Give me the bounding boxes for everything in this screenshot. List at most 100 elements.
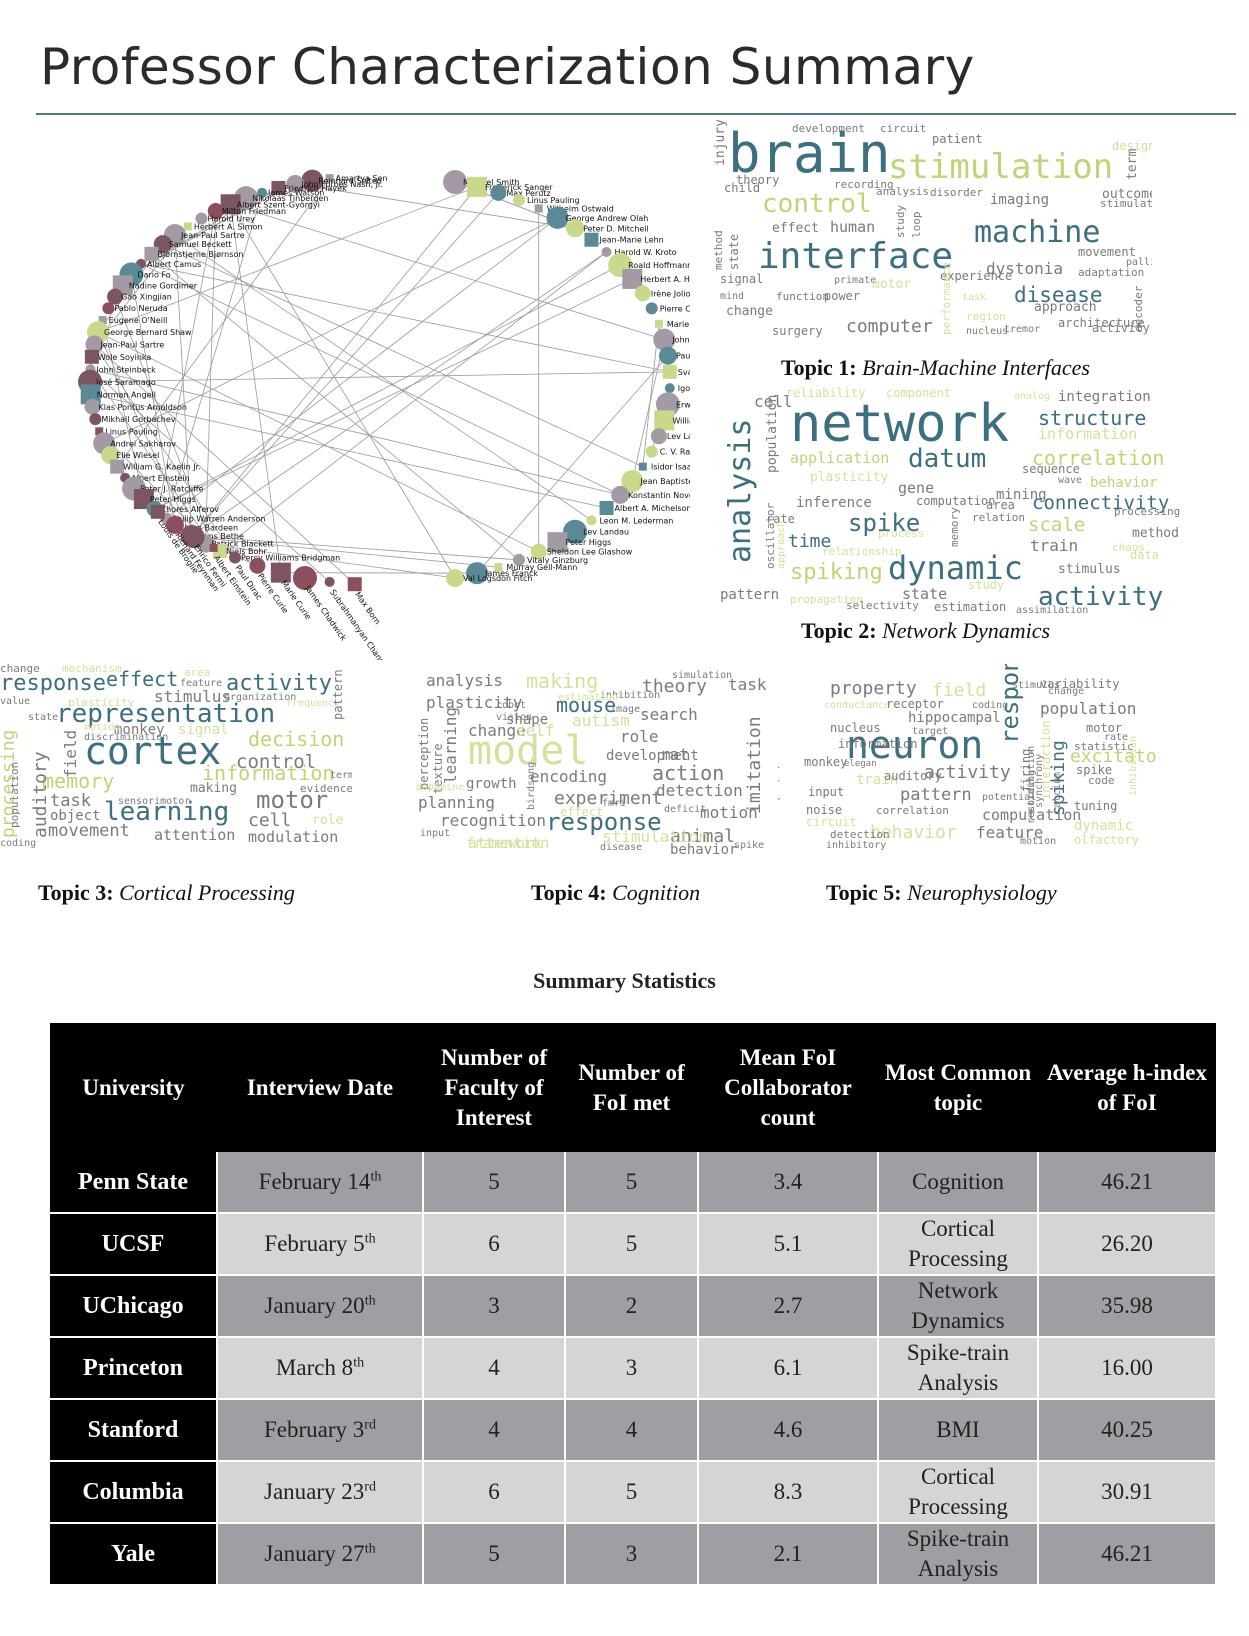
collab-cell: 2.7 (698, 1275, 879, 1338)
cloud-word: detection (830, 828, 890, 841)
cloud-word: network (790, 394, 1009, 454)
date-cell: January 27th (217, 1523, 424, 1586)
cloud-word: making (190, 781, 237, 796)
network-node (601, 247, 612, 258)
cloud-word: change (468, 721, 526, 740)
cloud-word: conductance (824, 700, 890, 711)
network-node (324, 576, 335, 587)
cloud-word: circuit (806, 815, 857, 829)
network-node (530, 543, 547, 560)
cloud-word: theory (736, 173, 779, 187)
table-row: Penn State February 14th 5 5 3.4 Cogniti… (50, 1152, 1217, 1214)
network-node-label: William Shockley (672, 416, 690, 425)
network-node-label: Albert A. Michelson (615, 504, 690, 513)
cloud-word: inhibition (1128, 736, 1139, 796)
cloud-word: child (724, 181, 760, 195)
network-edge (114, 296, 215, 549)
hindex-cell: 40.25 (1038, 1399, 1217, 1462)
cloud-word: signal (720, 272, 763, 286)
network-node-label: Frederick Sanger (485, 183, 553, 192)
cloud-word: recording (1026, 770, 1037, 824)
cloud-word: firing (1019, 749, 1033, 792)
network-edge (102, 319, 145, 500)
cloud-word: stimulator (1100, 197, 1152, 210)
cloud-word: code (1088, 774, 1115, 787)
network-node (249, 557, 266, 574)
network-node (89, 413, 102, 426)
cloud-word: performance (940, 262, 953, 335)
network-node (207, 203, 224, 220)
network-edge (205, 543, 456, 579)
network-edge (154, 278, 633, 510)
network-edge (165, 217, 558, 519)
cloud-word: chaos (1112, 541, 1145, 554)
university-cell: Stanford (50, 1399, 218, 1462)
network-node-label: Milton Friedman (222, 207, 286, 216)
topic3-caption: Topic 3: Cortical Processing (38, 880, 295, 905)
cloud-word: plasticity (426, 693, 523, 712)
network-edge (90, 371, 670, 383)
cloud-word: rate (766, 512, 795, 526)
collab-cell: 2.1 (698, 1523, 879, 1586)
column-header-foi-met: Number of FoI met (565, 1023, 698, 1152)
date-cell: February 14th (217, 1152, 424, 1214)
network-node-label: Lev Landau (583, 528, 629, 537)
topic-cell: Cognition (878, 1152, 1039, 1214)
cloud-word: response (546, 808, 662, 836)
network-edge (205, 211, 217, 544)
cloud-word: birdsong (526, 762, 537, 810)
network-node (101, 446, 120, 465)
network-node-label: Svante Arrhenius (678, 368, 690, 377)
network-edge (230, 203, 665, 340)
network-node-label: Norman Angell (97, 390, 156, 399)
cloud-word: population (1040, 699, 1136, 718)
network-node-label: George Bernard Shaw (104, 328, 192, 337)
cloud-word: process (878, 527, 924, 540)
cloud-word: connectivity (1032, 492, 1169, 514)
network-node-label: George Andrew Olah (565, 214, 648, 223)
cloud-word: evidence (300, 782, 352, 795)
cloud-word: stimulation (888, 147, 1113, 187)
cloud-word: discrimination (84, 732, 168, 743)
network-node (85, 335, 104, 354)
network-node (512, 553, 525, 566)
cloud-word: surgery (772, 324, 823, 338)
cloud-word: experiment (554, 788, 662, 809)
cloud-word: value (0, 696, 30, 707)
table-row: Columbia January 23rd 6 5 8.3 Cortical P… (50, 1461, 1217, 1524)
cloud-word: spike (848, 509, 920, 537)
network-node-label: Linus Pauling (527, 196, 580, 205)
network-node-label: Philip Warren Anderson (172, 514, 265, 523)
cloud-word: computation (916, 494, 995, 508)
topic-cell: Network Dynamics (878, 1275, 1039, 1338)
network-node-label: Peter Higgs (565, 538, 611, 547)
network-node (229, 551, 241, 564)
network-node-label: Amartya Sen (336, 174, 388, 183)
cloud-word: theory (642, 676, 707, 697)
cloud-word: approach (1034, 300, 1097, 315)
network-node (102, 302, 115, 315)
network-edge (174, 234, 592, 521)
network-node (95, 427, 104, 436)
network-edge (90, 369, 214, 549)
cloud-word: gene (898, 479, 934, 497)
network-node (534, 204, 543, 213)
network-node (107, 288, 124, 305)
cloud-word: motor (256, 786, 328, 814)
network-node-label: Harold Urey (207, 214, 255, 223)
cloud-word: term (330, 770, 352, 781)
cloud-word: perception (417, 718, 431, 790)
cloud-word: cell (754, 392, 793, 411)
summary-statistics-table: University Interview Date Number of Facu… (50, 1023, 1217, 1586)
cloud-word: circuit (880, 122, 926, 135)
network-edges (90, 177, 671, 585)
network-node-label: John Steinbeck (95, 365, 156, 374)
cloud-word: sensorimotor (118, 796, 190, 807)
cloud-word: loop (910, 212, 923, 239)
cloud-word: cell (248, 810, 291, 831)
network-edge (191, 192, 499, 537)
network-node-label: Lev Landau (667, 432, 690, 441)
cloud-word: behavior (870, 822, 957, 843)
cloud-word: train (1030, 536, 1078, 555)
faculty-cell: 5 (423, 1152, 566, 1214)
